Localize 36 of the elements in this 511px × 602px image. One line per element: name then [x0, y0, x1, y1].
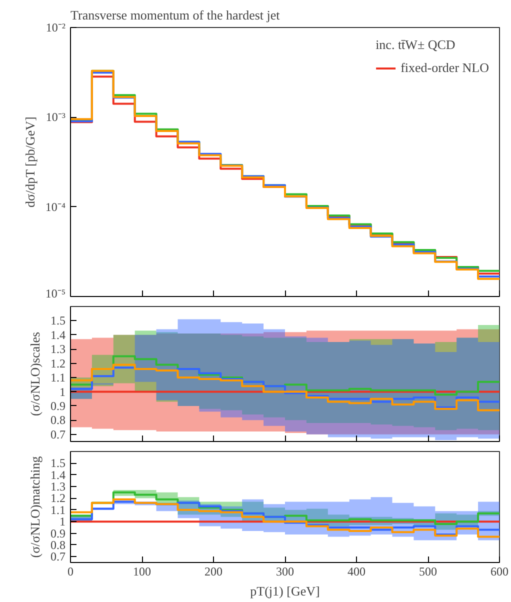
- y-tick-label: 1.1: [50, 370, 66, 385]
- y-tick-label: 1.2: [50, 356, 66, 370]
- y-axis-title: dσ/dpT [pb/GeV]: [22, 116, 38, 208]
- y-tick-label: 1.3: [50, 342, 66, 356]
- legend-title: inc. tt̄W± QCD: [376, 37, 456, 53]
- y-tick-label: 0.8: [50, 413, 66, 428]
- y-axis-title: (σ/σNLO)matching: [28, 456, 42, 558]
- chart-title: Transverse momentum of the hardest jet: [70, 8, 280, 22]
- y-tick-label: 0.9: [50, 398, 66, 413]
- y-tick-label: 0.7: [50, 427, 66, 442]
- y-tick-label: 1: [60, 384, 66, 399]
- x-tick-label: 400: [348, 564, 366, 578]
- y-axis-title: (σ/σNLO)scales: [28, 332, 42, 416]
- x-tick-label: 600: [490, 564, 508, 578]
- y-tick-label: 1.5: [50, 456, 66, 470]
- y-tick-label: 10⁻³: [46, 110, 66, 124]
- y-tick-label: 0.7: [50, 550, 66, 564]
- x-tick-label: 100: [133, 564, 151, 578]
- y-tick-label: 1.3: [50, 480, 66, 494]
- y-tick-label: 1.1: [50, 502, 66, 517]
- y-tick-label: 10⁻⁵: [45, 286, 66, 300]
- y-tick-label: 1: [60, 514, 66, 529]
- y-tick-label: 10⁻²: [46, 20, 66, 34]
- x-tick-label: 200: [204, 564, 222, 578]
- x-axis-title: pT(j1) [GeV]: [250, 584, 320, 598]
- y-tick-label: 1.4: [50, 328, 66, 342]
- y-tick-label: 10⁻⁴: [45, 200, 66, 214]
- legend-label: fixed-order NLO: [400, 60, 489, 76]
- x-tick-label: 300: [276, 564, 294, 578]
- x-tick-label: 500: [419, 564, 437, 578]
- x-tick-label: 0: [68, 564, 74, 578]
- y-tick-label: 0.8: [50, 538, 66, 552]
- y-tick-label: 1.4: [50, 468, 66, 482]
- y-tick-label: 0.9: [50, 526, 66, 540]
- y-tick-label: 1.5: [50, 314, 66, 328]
- y-tick-label: 1.2: [50, 491, 66, 506]
